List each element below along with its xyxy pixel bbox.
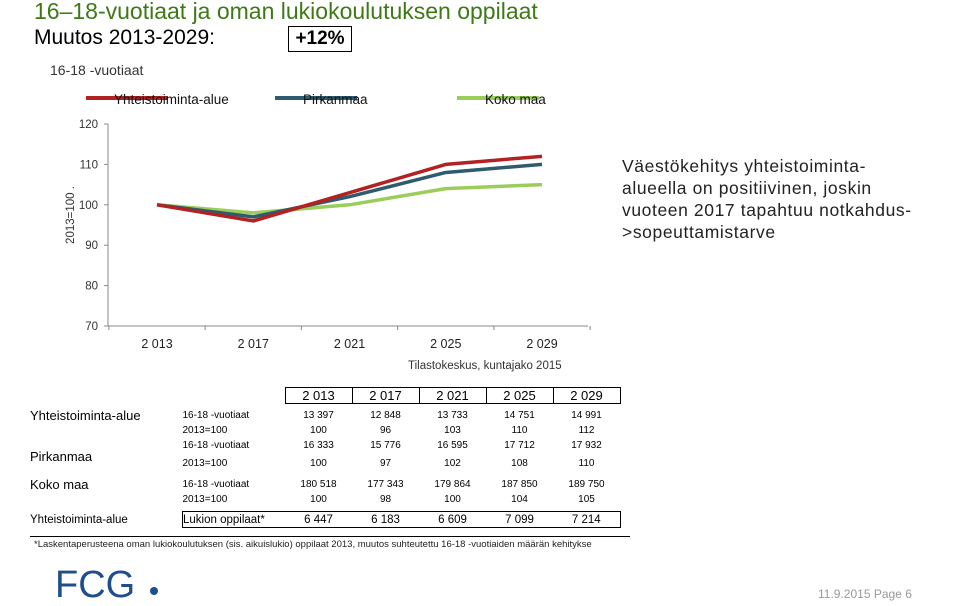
logo-text: FCG — [55, 564, 135, 601]
table-cell: 7 214 — [553, 511, 621, 528]
y-tick-label: 90 — [85, 240, 98, 252]
row-label: 2013=100 — [182, 425, 228, 436]
group-label: Pirkanmaa — [30, 448, 93, 464]
table-cell: 110 — [511, 425, 528, 436]
table-cell: 14 991 — [571, 410, 602, 421]
table-cell: 15 776 — [370, 440, 401, 451]
logo-dot-icon — [150, 587, 158, 595]
table-cell: 100 — [444, 494, 461, 505]
table-cell: 100 — [310, 458, 327, 469]
legend-label: Pirkanmaa — [303, 92, 368, 107]
year-header: 2 025 — [485, 387, 554, 404]
page-title: 16–18-vuotiaat ja oman lukiokoulutuksen … — [34, 0, 538, 24]
table-cell: 100 — [310, 494, 327, 505]
table-cell: 179 864 — [434, 479, 471, 490]
page-subtitle: Muutos 2013-2029: — [34, 26, 215, 49]
table-cell: 180 518 — [300, 479, 337, 490]
series-line — [156, 154, 543, 223]
y-axis-label: 2013=100 . — [65, 186, 77, 244]
y-tick-label: 80 — [85, 281, 98, 293]
group-label: Yhteistoiminta-alue — [30, 408, 141, 423]
table-cell: 112 — [578, 425, 595, 436]
table-cell: 177 343 — [367, 479, 404, 490]
table-cell: 13 733 — [437, 410, 468, 421]
table-cell: 104 — [511, 494, 528, 505]
y-tick-label: 120 — [79, 119, 98, 131]
row-label: 16-18 -vuotiaat — [182, 479, 250, 490]
group-label: Koko maa — [30, 477, 89, 492]
table-cell: 6 183 — [352, 511, 419, 528]
footnote: *Laskentaperusteena oman lukiokoulutukse… — [34, 539, 592, 550]
table-cell: 189 750 — [568, 479, 605, 490]
table-cell: 98 — [379, 494, 392, 505]
table-cell: 105 — [578, 494, 595, 505]
row-label: 2013=100 — [182, 458, 228, 469]
table-cell: 96 — [379, 425, 392, 436]
table-cell: 108 — [511, 458, 528, 469]
table-row: Koko maa 16-18 -vuotiaat 180 518 177 343… — [30, 477, 620, 492]
table-cell: 97 — [379, 458, 392, 469]
x-tick-label: 2 021 — [334, 337, 365, 351]
table-cell: 16 595 — [437, 440, 468, 451]
table-cell: 17 712 — [504, 440, 535, 451]
row-label: 16-18 -vuotiaat — [182, 410, 250, 421]
x-tick-label: 2 017 — [238, 337, 269, 351]
row-label: 2013=100 — [182, 494, 228, 505]
year-header: 2 029 — [552, 387, 621, 404]
footnote-divider — [30, 536, 630, 537]
y-tick-label: 70 — [85, 321, 98, 333]
table-cell: 14 751 — [504, 410, 535, 421]
footer: 11.9.2015 Page 6 — [818, 587, 912, 601]
table-cell: 6 609 — [419, 511, 486, 528]
y-tick-label: 100 — [79, 200, 98, 212]
table-cell: 7 099 — [486, 511, 553, 528]
line-chart: 70 80 90 100 110 120 2 013 2 017 2 021 2 025 2 029… — [65, 92, 591, 351]
table-row: Pirkanmaa 16-18 -vuotiaat 16 333 15 776 … — [30, 438, 620, 464]
table-cell: 16 333 — [303, 440, 334, 451]
table-header-row: 2 013 2 017 2 021 2 025 2 029 — [30, 387, 621, 404]
chart-title: 16-18 -vuotiaat — [50, 62, 144, 78]
table-cell: 102 — [444, 458, 461, 469]
data-table: 2 013 2 017 2 021 2 025 2 029 Yhteistoim… — [30, 387, 621, 528]
table-cell: 13 397 — [303, 410, 334, 421]
chart-note: Väestökehitys yhteistoiminta-alueella on… — [622, 156, 912, 242]
source-label: Tilastokeskus, kuntajako 2015 — [408, 360, 562, 372]
table-cell: 110 — [578, 458, 595, 469]
legend-label: Koko maa — [485, 92, 546, 107]
change-badge: +12% — [288, 26, 352, 52]
table-cell: 187 850 — [501, 479, 538, 490]
table-row: 2013=100 100 97 102 108 110 — [30, 453, 620, 474]
table-cell: 17 932 — [571, 440, 602, 451]
y-tick-label: 110 — [80, 159, 98, 171]
year-header: 2 013 — [284, 387, 353, 404]
fcg-logo: FCG — [55, 563, 165, 606]
table-row: 2013=100 100 98 100 104 105 — [30, 492, 620, 507]
series-line — [156, 162, 543, 219]
x-tick-label: 2 013 — [141, 337, 172, 351]
table-cell: 100 — [310, 425, 327, 436]
year-header: 2 017 — [351, 387, 420, 404]
group-label: Yhteistoiminta-alue — [30, 513, 128, 526]
row-label: 16-18 -vuotiaat — [182, 440, 250, 451]
footer-date: 11.9.2015 — [818, 587, 871, 601]
table-row: 2013=100 100 96 103 110 112 — [30, 423, 620, 438]
x-tick-label: 2 025 — [430, 337, 461, 351]
row-label: Lukion oppilaat* — [182, 511, 285, 528]
legend-label: Yhteistoiminta-alue — [114, 92, 229, 107]
table-cell: 103 — [444, 425, 461, 436]
series-line — [156, 182, 543, 215]
table-row: Yhteistoiminta-alue Lukion oppilaat* 6 4… — [30, 511, 621, 528]
x-tick-label: 2 029 — [526, 337, 557, 351]
table-cell: 12 848 — [370, 410, 401, 421]
table-cell: 6 447 — [285, 511, 352, 528]
page-number: Page 6 — [873, 587, 912, 601]
table-row: Yhteistoiminta-alue 16-18 -vuotiaat 13 3… — [30, 408, 620, 423]
year-header: 2 021 — [418, 387, 487, 404]
